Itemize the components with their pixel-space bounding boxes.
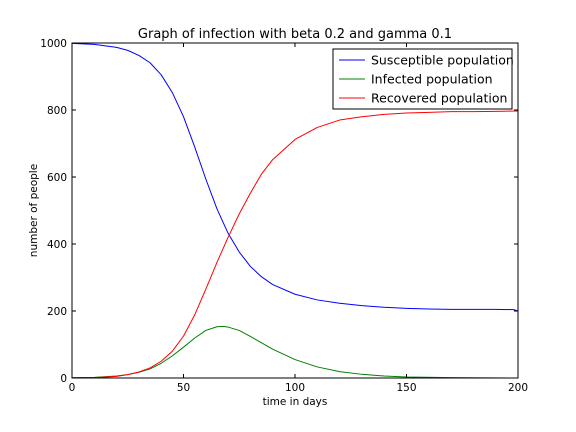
- series-line-1: [72, 326, 518, 378]
- x-tick-label-4: 200: [508, 382, 528, 394]
- y-tick-label-4: 800: [47, 105, 67, 117]
- x-tick-label-2: 100: [285, 382, 305, 394]
- x-tick-label-0: 0: [69, 382, 76, 394]
- x-axis-label: time in days: [263, 396, 328, 408]
- y-tick-label-0: 0: [60, 373, 67, 385]
- y-tick-label-1: 200: [47, 306, 67, 318]
- legend-label-2: Recovered population: [371, 91, 507, 106]
- y-tick-label-3: 600: [47, 172, 67, 184]
- legend-label-0: Susceptible population: [371, 53, 514, 68]
- chart-title: Graph of infection with beta 0.2 and gam…: [138, 27, 452, 42]
- legend: Susceptible population Infected populatio…: [333, 49, 514, 109]
- legend-label-1: Infected population: [371, 72, 493, 87]
- y-axis-label: number of people: [28, 164, 40, 257]
- y-tick-label-5: 1000: [40, 38, 67, 50]
- series-line-2: [72, 111, 518, 378]
- x-tick-label-3: 150: [396, 382, 416, 394]
- x-tick-label-1: 50: [177, 382, 190, 394]
- y-tick-label-2: 400: [47, 239, 67, 251]
